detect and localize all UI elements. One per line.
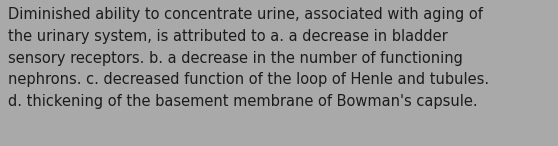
Text: Diminished ability to concentrate urine, associated with aging of
the urinary sy: Diminished ability to concentrate urine,… bbox=[8, 7, 489, 109]
